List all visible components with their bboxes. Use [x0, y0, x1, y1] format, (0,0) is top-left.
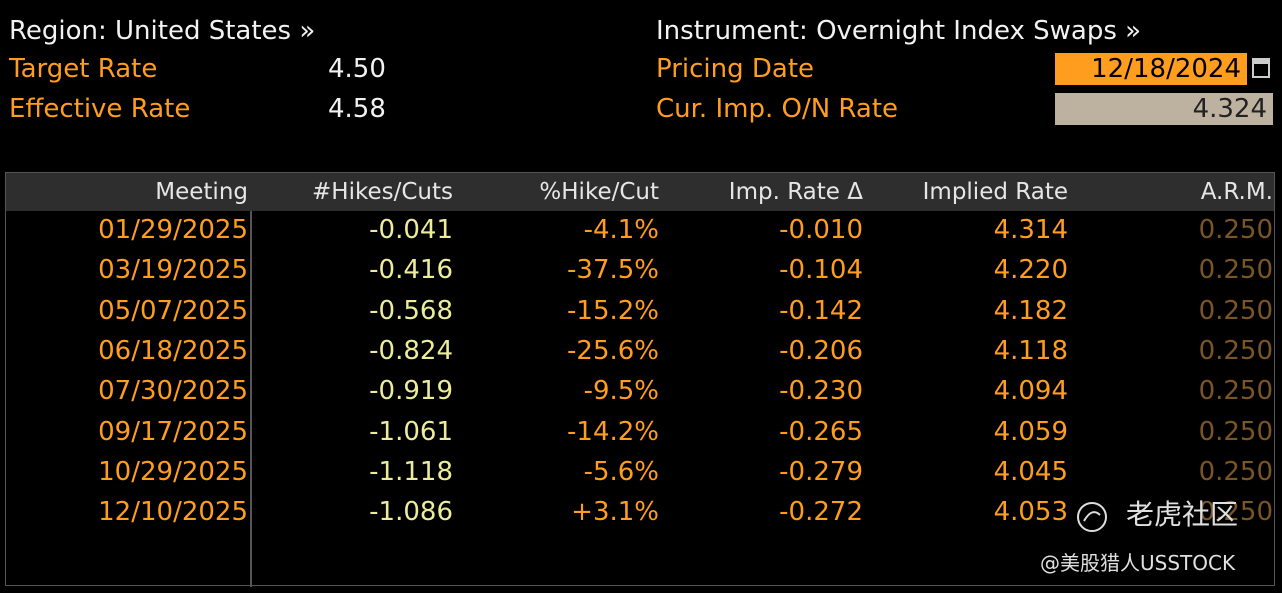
table-cell: 06/18/2025 [98, 335, 248, 366]
table-cell: -0.041 [369, 215, 453, 245]
table-cell: -5.6% [583, 456, 659, 487]
table-cell: -0.272 [779, 497, 863, 528]
column-header: #Hikes/Cuts [312, 179, 453, 205]
table-cell: 12/10/2025 [98, 497, 248, 528]
table-cell: -0.279 [779, 456, 863, 487]
table-cell: 4.053 [993, 497, 1068, 528]
column-divider [250, 211, 252, 587]
table-header: Meeting #Hikes/Cuts %Hike/Cut Imp. Rate Δ Im… [6, 173, 1274, 211]
watermark-icon [1077, 502, 1107, 532]
table-cell: 10/29/2025 [98, 456, 248, 487]
table-cell: 4.182 [993, 295, 1068, 326]
rates-table: Meeting #Hikes/Cuts %Hike/Cut Imp. Rate Δ Im… [5, 172, 1275, 587]
table-cell: -0.230 [779, 376, 863, 407]
field-label: Cur. Imp. O/N Rate [656, 94, 899, 124]
table-cell: 0.250 [1198, 215, 1273, 245]
table-cell: -0.104 [779, 255, 863, 286]
table-cell: -1.086 [369, 497, 453, 528]
table-cell: -0.142 [779, 295, 863, 326]
watermark-logo: 老虎社区 [1126, 498, 1239, 531]
table-cell: -4.1% [583, 215, 659, 245]
table-cell: 0.250 [1198, 456, 1273, 487]
column-header: Imp. Rate Δ [728, 179, 863, 205]
table-cell: 4.220 [993, 255, 1068, 286]
region-selector[interactable]: Region: United States » [9, 16, 316, 46]
column-header: Meeting [155, 179, 248, 205]
table-cell: 07/30/2025 [98, 376, 248, 407]
table-cell: +3.1% [571, 497, 659, 528]
table-cell: -37.5% [567, 255, 659, 286]
table-cell: -1.118 [369, 456, 453, 487]
calendar-icon[interactable] [1250, 55, 1272, 81]
table-cell: -0.919 [369, 376, 453, 407]
table-cell: 0.250 [1198, 376, 1273, 407]
field-label: Pricing Date [656, 54, 815, 84]
column-header: Implied Rate [922, 179, 1068, 205]
table-cell: 01/29/2025 [98, 215, 248, 245]
table-cell: -14.2% [567, 416, 659, 447]
table-cell: 4.118 [993, 335, 1068, 366]
table-cell: 0.250 [1198, 255, 1273, 286]
table-cell: -0.824 [369, 335, 453, 366]
table-cell: 0.250 [1198, 335, 1273, 366]
table-cell: 4.045 [993, 456, 1068, 487]
table-cell: -0.206 [779, 335, 863, 366]
table-cell: 09/17/2025 [98, 416, 248, 447]
table-cell: -1.061 [369, 416, 453, 447]
table-cell: 0.250 [1198, 295, 1273, 326]
watermark-handle: @美股猎人USSTOCK [1040, 551, 1236, 575]
table-cell: 0.250 [1198, 416, 1273, 447]
table-cell: -0.568 [369, 295, 453, 326]
table-cell: -25.6% [567, 335, 659, 366]
table-cell: -0.010 [779, 215, 863, 245]
field-value: 4.58 [328, 94, 386, 124]
field-label: Effective Rate [9, 94, 191, 124]
table-cell: 03/19/2025 [98, 255, 248, 286]
table-cell: 0.250 [1198, 497, 1273, 528]
rate-field: 4.324 [1055, 93, 1273, 125]
table-cell: -15.2% [567, 295, 659, 326]
field-value: 4.50 [328, 54, 386, 84]
field-label: Target Rate [9, 54, 158, 84]
date-input[interactable]: 12/18/2024 [1055, 53, 1247, 85]
column-header: A.R.M. [1200, 179, 1273, 205]
table-cell: -9.5% [583, 376, 659, 407]
instrument-selector[interactable]: Instrument: Overnight Index Swaps » [656, 16, 1142, 46]
table-cell: 4.059 [993, 416, 1068, 447]
table-cell: 05/07/2025 [98, 295, 248, 326]
table-cell: -0.265 [779, 416, 863, 447]
table-cell: -0.416 [369, 255, 453, 286]
table-cell: 4.094 [993, 376, 1068, 407]
column-header: %Hike/Cut [539, 179, 659, 205]
table-cell: 4.314 [993, 215, 1068, 245]
